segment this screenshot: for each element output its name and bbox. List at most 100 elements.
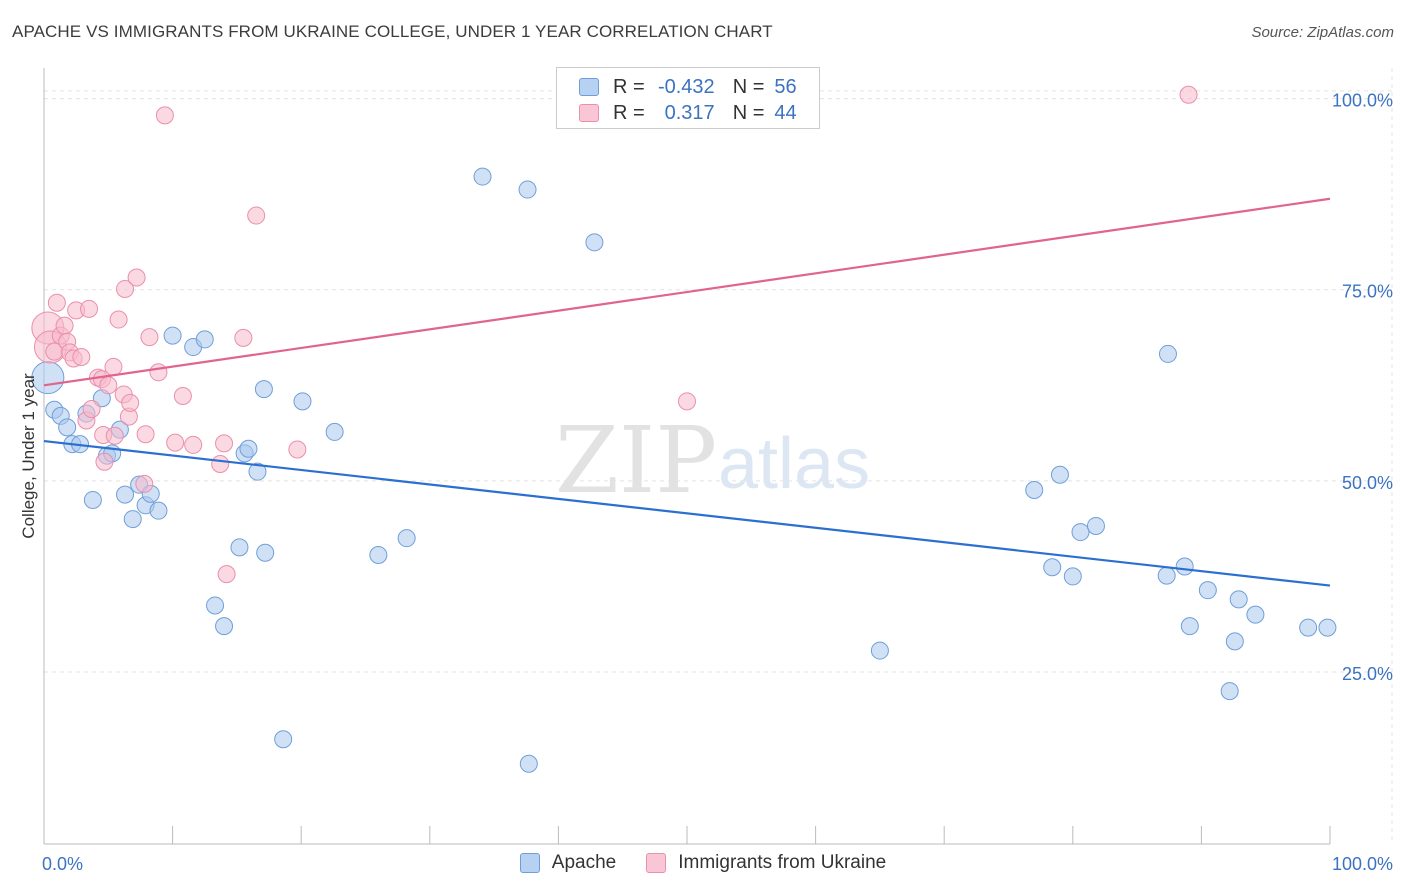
legend-row-ukraine: R = 0.317 N = 44 (579, 101, 797, 125)
apache-r-label: R = (613, 75, 645, 98)
legend-row-apache: R = -0.432 N = 56 (579, 75, 797, 99)
watermark-atlas: atlas (718, 424, 870, 504)
ukraine-point (140, 328, 159, 347)
ukraine-point (121, 393, 140, 412)
axes-layer (43, 68, 1331, 845)
x-tick-label: 0.0% (42, 854, 83, 874)
apache-point (1050, 465, 1069, 484)
ukraine-point (109, 310, 128, 329)
ukraine-n-label: N = (732, 101, 765, 124)
apache-point (1071, 523, 1090, 542)
apache-point (1086, 516, 1105, 535)
source-label: Source: ZipAtlas.com (1251, 24, 1394, 41)
apache-n-label: N = (732, 75, 765, 98)
trend-layer (43, 197, 1331, 587)
ukraine-point (104, 357, 123, 376)
apache-point (215, 617, 234, 636)
ukraine-point (166, 433, 185, 452)
ukraine-point (211, 455, 230, 474)
ukraine-point (105, 426, 124, 445)
apache-point (1180, 617, 1199, 636)
points-layer (31, 85, 1337, 773)
apache-point (1229, 590, 1248, 609)
apache-point (1225, 632, 1244, 651)
ukraine-r-value: 0.317 (664, 101, 715, 124)
ukraine-swatch-icon (579, 104, 599, 122)
ukraine-legend-swatch-icon (646, 853, 667, 873)
apache-point (206, 596, 225, 615)
x-tick-label: 100.0% (1332, 854, 1393, 874)
grid-layer (44, 68, 1393, 844)
ukraine-point (149, 363, 168, 382)
apache-point (256, 543, 275, 562)
ukraine-point (47, 293, 66, 312)
apache-point (397, 529, 416, 548)
ukraine-point (116, 279, 135, 298)
legend-item-apache[interactable]: Apache (519, 852, 617, 874)
apache-point (254, 380, 273, 399)
legend-label-ukraine: Immigrants from Ukraine (678, 852, 887, 873)
ukraine-point (234, 328, 253, 347)
apache-point (149, 501, 168, 520)
apache-point (870, 641, 889, 660)
ukraine-point (127, 268, 146, 287)
ukraine-point (99, 376, 118, 395)
apache-point (239, 439, 258, 458)
y-tick-label: 25.0% (1342, 664, 1393, 684)
apache-point (1025, 481, 1044, 500)
apache-point (1175, 557, 1194, 576)
apache-point (1318, 618, 1337, 637)
apache-point (195, 330, 214, 349)
apache-point (230, 538, 249, 557)
apache-r-value: -0.432 (657, 75, 715, 98)
ukraine-point (136, 425, 155, 444)
ukraine-point (95, 452, 114, 471)
y-tick-label: 75.0% (1342, 282, 1393, 302)
apache-legend-swatch-icon (519, 853, 540, 873)
apache-point (58, 418, 77, 437)
ukraine-point (80, 299, 99, 318)
apache-point (274, 730, 293, 749)
apache-point (369, 546, 388, 565)
ukraine-point (155, 106, 174, 125)
apache-point (1299, 618, 1318, 637)
apache-point (123, 510, 142, 529)
ukraine-point (184, 435, 203, 454)
y-tick-label: 100.0% (1332, 91, 1393, 111)
ukraine-trend-line (43, 197, 1331, 387)
apache-point (116, 485, 135, 504)
series-legend: Apache Immigrants from Ukraine (0, 852, 1406, 874)
apache-point (1063, 567, 1082, 586)
ukraine-point (173, 386, 192, 405)
stats-legend: R = -0.432 N = 56 R = 0.317 N = 44 (556, 67, 820, 129)
y-axis-label: College, Under 1 year (19, 373, 38, 539)
ukraine-point (247, 206, 266, 225)
apache-point (1220, 682, 1239, 701)
ukraine-point (1179, 85, 1198, 104)
ukraine-point (55, 316, 74, 335)
apache-point (518, 180, 537, 199)
ukraine-point (678, 392, 696, 411)
watermark-zip: ZIP (555, 407, 717, 514)
ukraine-point (217, 565, 236, 584)
y-tick-label: 50.0% (1342, 473, 1393, 493)
apache-point (585, 233, 604, 252)
apache-point (1043, 558, 1062, 577)
legend-item-ukraine[interactable]: Immigrants from Ukraine (646, 852, 886, 874)
chart-title: APACHE VS IMMIGRANTS FROM UKRAINE COLLEG… (12, 22, 773, 41)
apache-point (1198, 581, 1217, 600)
ukraine-point (215, 434, 234, 453)
labels-layer: 25.0% 50.0% 75.0% 100.0% 0.0% 100.0% College, … (19, 91, 1393, 874)
apache-point (1246, 605, 1265, 624)
ukraine-r-label: R = (613, 101, 645, 124)
apache-point (1158, 344, 1177, 363)
ukraine-point (82, 399, 101, 418)
apache-point (83, 490, 102, 509)
apache-n-value: 56 (774, 75, 797, 98)
ukraine-point (135, 474, 154, 493)
apache-swatch-icon (579, 78, 599, 96)
legend-label-apache: Apache (551, 852, 617, 873)
apache-point (163, 326, 182, 345)
apache-point (1157, 566, 1176, 585)
